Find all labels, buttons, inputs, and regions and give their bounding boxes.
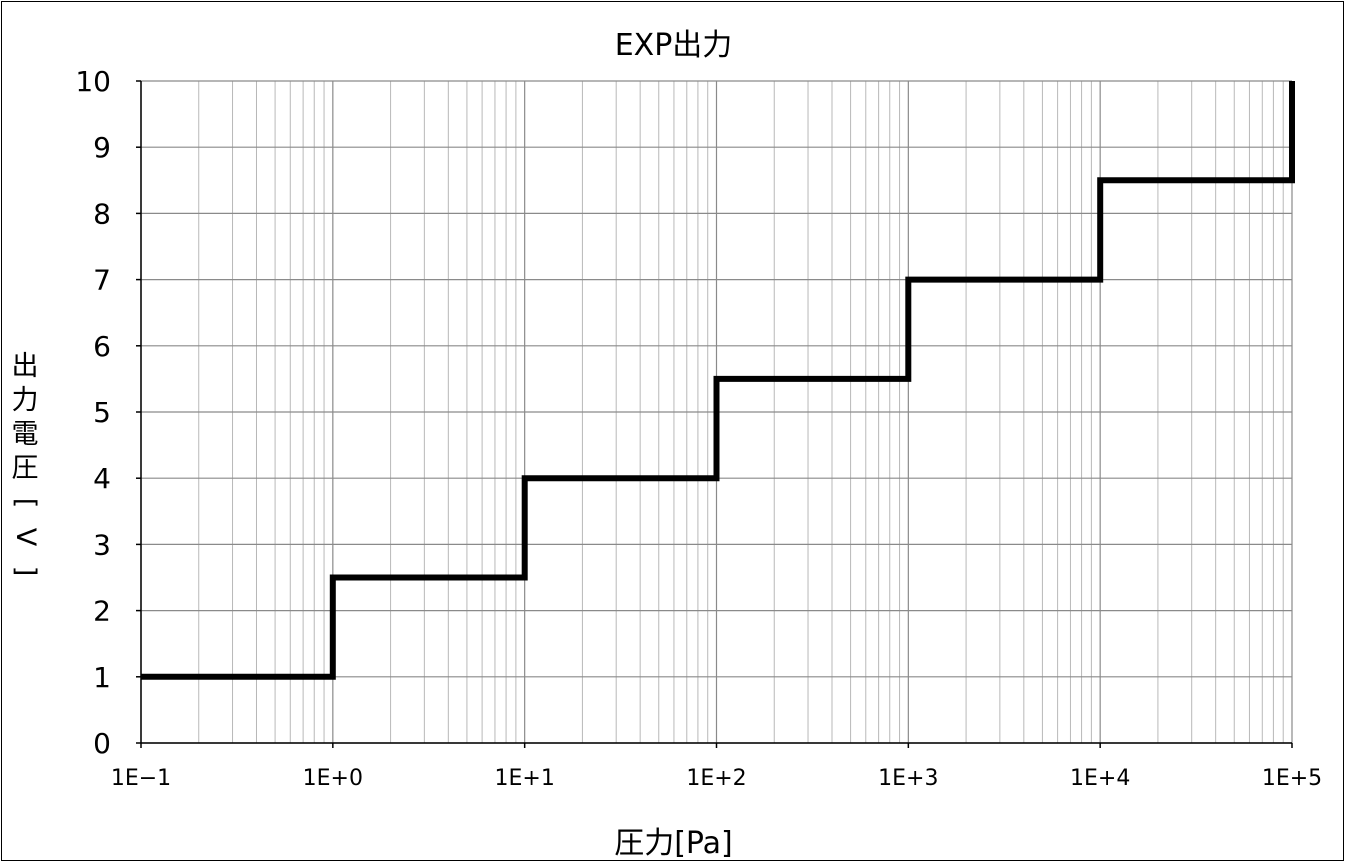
y-axis-label: 出力電圧[V] <box>10 350 41 588</box>
series-line <box>141 81 1295 680</box>
y-tick-label: 8 <box>93 197 111 230</box>
y-tick-label: 0 <box>93 727 111 760</box>
y-tick-label: 10 <box>75 65 111 98</box>
y-axis-label-char: 出 <box>11 351 39 382</box>
x-tick-label: 1E+0 <box>303 766 363 791</box>
axes <box>136 80 1293 748</box>
x-tick-label: 1E+1 <box>495 766 555 791</box>
y-tick-label: 5 <box>93 396 111 429</box>
y-tick-label: 6 <box>93 330 111 363</box>
chart-title: EXP出力 <box>614 28 733 63</box>
series-group <box>141 81 1295 680</box>
tick-labels: 0 1 2 3 4 5 6 7 8 9 10 1E−1 1E+0 1E+1 1E+2 1E+3 1E+4 1E+5 <box>75 65 1322 791</box>
y-tick-label: 2 <box>93 595 111 628</box>
y-axis-label-char: 力 <box>11 385 39 416</box>
x-tick-label: 1E+3 <box>878 766 938 791</box>
y-tick-label: 3 <box>93 528 111 561</box>
x-tick-label: 1E+5 <box>1262 766 1322 791</box>
y-tick-label: 9 <box>93 131 111 164</box>
x-tick-label: 1E+4 <box>1070 766 1130 791</box>
x-tick-label: 1E+2 <box>686 766 746 791</box>
x-tick-label: 1E−1 <box>111 766 171 791</box>
y-axis-label-char: 圧 <box>11 453 39 484</box>
y-tick-label: 7 <box>93 264 111 297</box>
y-axis-label-char: 電 <box>11 419 39 450</box>
x-axis-label: 圧力[Pa] <box>614 826 733 861</box>
y-tick-label: 1 <box>93 661 111 694</box>
y-tick-label: 4 <box>93 462 111 495</box>
